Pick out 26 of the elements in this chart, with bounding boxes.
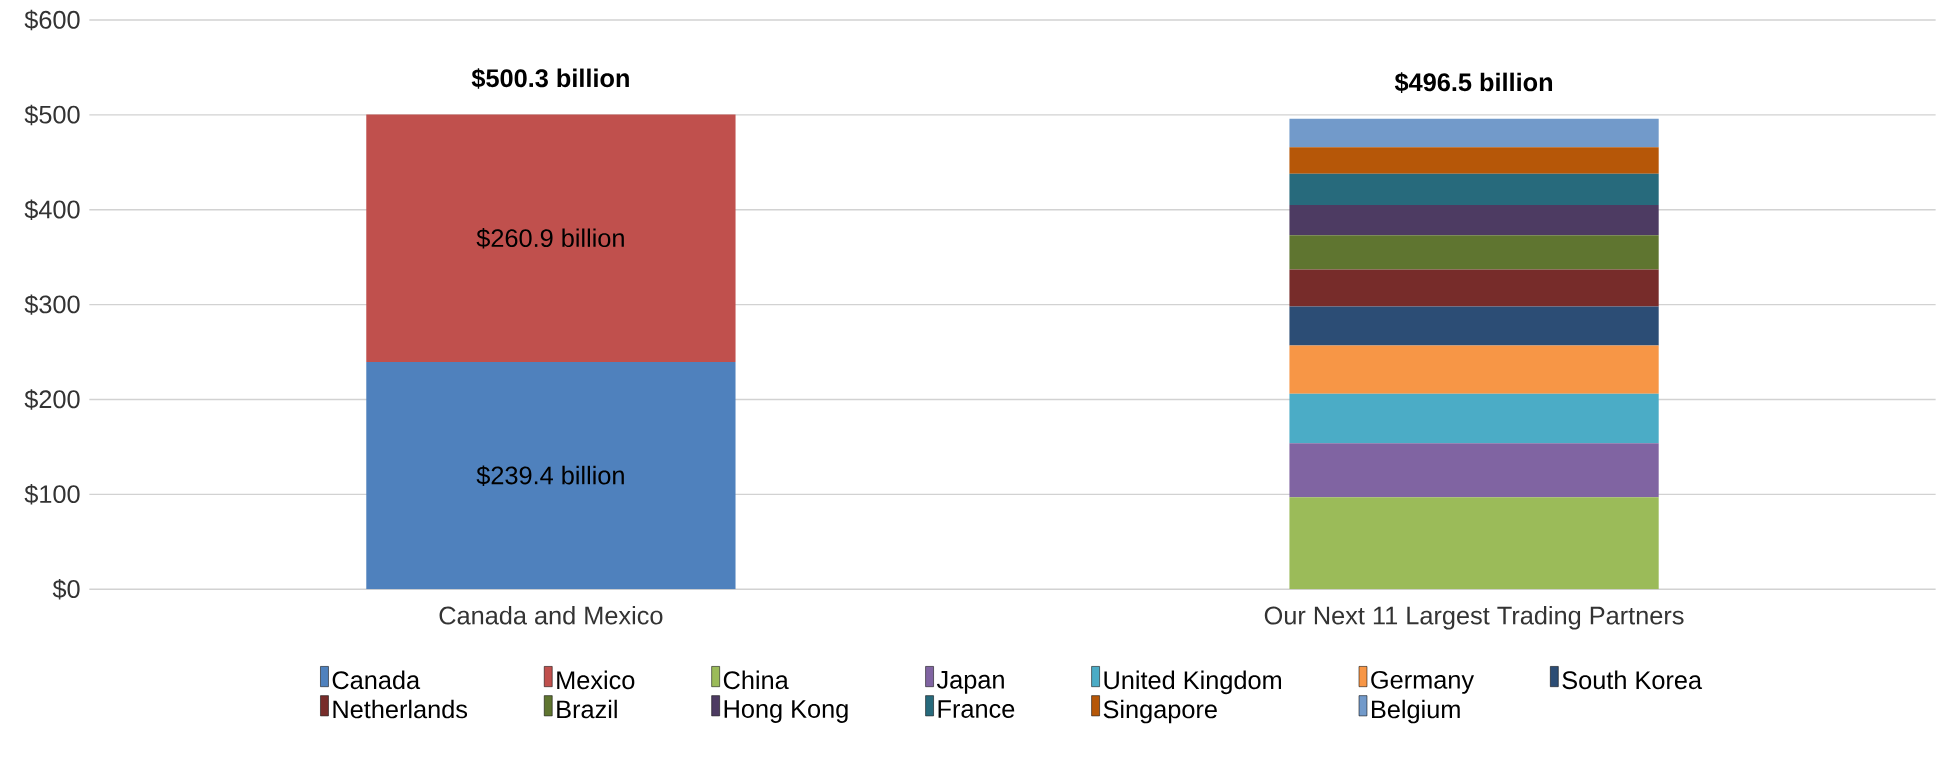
y-tick-label: $100 [24, 484, 80, 505]
data-label: $239.4 billion [476, 465, 624, 486]
legend-label: Canada [332, 670, 421, 690]
legend-label: China [723, 670, 789, 690]
legend-label: South Korea [1562, 670, 1703, 690]
legend-label: Hong Kong [724, 700, 848, 723]
x-tick-label: Canada and Mexico [439, 606, 663, 625]
y-tick-label: $600 [24, 9, 80, 31]
legend-label: Singapore [1103, 699, 1217, 724]
total-label: $500.3 billion [471, 68, 629, 89]
legend-label: United Kingdom [1104, 670, 1282, 695]
data-label: $260.9 billion [476, 228, 624, 249]
y-tick-label: $200 [24, 389, 80, 410]
total-label: $496.5 billion [1394, 72, 1553, 93]
legend-label: Belgium [1371, 699, 1460, 724]
y-tick-label: $300 [24, 294, 80, 315]
legend-label: Mexico [557, 670, 635, 690]
legend-label: France [938, 700, 1015, 718]
legend-label: Japan [936, 671, 1004, 694]
legend-label: Brazil [557, 699, 617, 719]
y-tick-label: $0 [52, 579, 80, 600]
y-tick-label: $400 [24, 199, 80, 221]
legend-label: Germany [1371, 670, 1475, 694]
y-tick-label: $500 [24, 104, 80, 126]
x-tick-label: Our Next 11 Largest Trading Partners [1264, 606, 1684, 630]
legend-label: Netherlands [333, 699, 468, 719]
